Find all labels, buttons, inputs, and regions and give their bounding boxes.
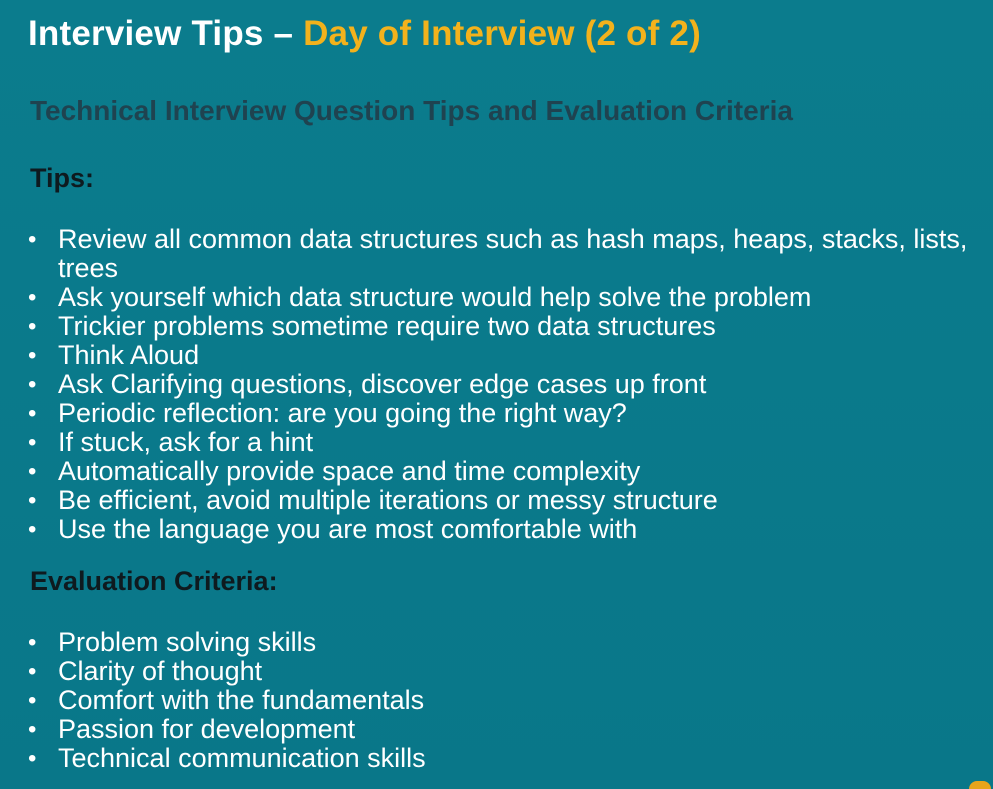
title-prefix: Interview Tips –	[28, 14, 304, 53]
tip-text: Trickier problems sometime require two d…	[58, 311, 716, 341]
criterion-text: Passion for development	[58, 714, 356, 744]
list-item: • Think Aloud	[26, 341, 986, 370]
bullet-icon: •	[28, 429, 37, 456]
bullet-icon: •	[28, 687, 37, 714]
criterion-text: Comfort with the fundamentals	[58, 685, 425, 715]
list-item: • Trickier problems sometime require two …	[26, 312, 986, 341]
bullet-icon: •	[28, 313, 37, 340]
list-item: • Periodic reflection: are you going the …	[26, 399, 986, 428]
bullet-icon: •	[28, 458, 37, 485]
tip-text: Be efficient, avoid multiple iterations …	[58, 485, 718, 515]
tip-text: Use the language you are most comfortabl…	[58, 514, 638, 544]
bullet-icon: •	[28, 629, 37, 656]
list-item: • Problem solving skills	[26, 628, 726, 657]
tip-text: If stuck, ask for a hint	[58, 427, 314, 457]
evaluation-heading: Evaluation Criteria:	[30, 566, 278, 596]
bullet-icon: •	[28, 342, 37, 369]
slide-subtitle: Technical Interview Question Tips and Ev…	[30, 95, 793, 126]
bullet-icon: •	[28, 745, 37, 772]
list-item: • Ask Clarifying questions, discover edge…	[26, 370, 986, 399]
tips-list: • Review all common data structures such …	[26, 225, 986, 544]
list-item: • Use the language you are most comfortab…	[26, 515, 986, 544]
tip-text: Review all common data structures such a…	[58, 224, 968, 283]
tip-text: Ask Clarifying questions, discover edge …	[58, 369, 707, 399]
list-item: • Review all common data structures such …	[26, 225, 986, 283]
bullet-icon: •	[28, 658, 37, 685]
tip-text: Think Aloud	[58, 340, 200, 370]
tip-text: Periodic reflection: are you going the r…	[58, 398, 627, 428]
slide-title: Interview Tips – Day of Interview (2 of …	[28, 14, 701, 54]
list-item: • Passion for development	[26, 715, 726, 744]
criterion-text: Problem solving skills	[58, 627, 317, 657]
bullet-icon: •	[28, 716, 37, 743]
tip-text: Automatically provide space and time com…	[58, 456, 641, 486]
title-highlight: Day of Interview (2 of 2)	[303, 14, 701, 53]
criterion-text: Clarity of thought	[58, 656, 263, 686]
bullet-icon: •	[28, 371, 37, 398]
list-item: • Technical communication skills	[26, 744, 726, 773]
list-item: • If stuck, ask for a hint	[26, 428, 986, 457]
bullet-icon: •	[28, 284, 37, 311]
bullet-icon: •	[28, 487, 37, 514]
bullet-icon: •	[28, 400, 37, 427]
list-item: • Automatically provide space and time co…	[26, 457, 986, 486]
list-item: • Comfort with the fundamentals	[26, 686, 726, 715]
bullet-icon: •	[28, 226, 37, 253]
tip-text: Ask yourself which data structure would …	[58, 282, 812, 312]
list-item: • Be efficient, avoid multiple iterations…	[26, 486, 986, 515]
criteria-list: • Problem solving skills • Clarity of thou…	[26, 628, 726, 773]
bullet-icon: •	[28, 516, 37, 543]
criterion-text: Technical communication skills	[58, 743, 426, 773]
tips-heading: Tips:	[30, 163, 95, 193]
list-item: • Ask yourself which data structure would…	[26, 283, 986, 312]
list-item: • Clarity of thought	[26, 657, 726, 686]
corner-accent-shape	[969, 781, 991, 789]
